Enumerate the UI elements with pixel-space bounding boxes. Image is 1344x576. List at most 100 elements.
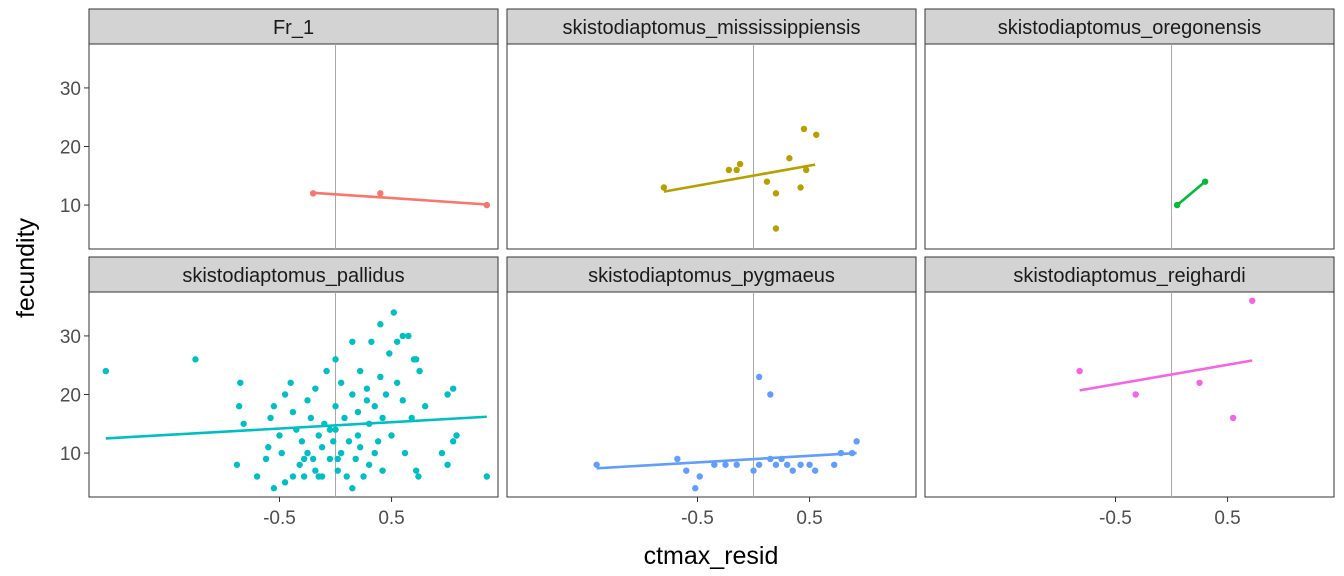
- facet-strip-label: skistodiaptomus_mississippiensis: [563, 17, 861, 39]
- y-tick-label: 30: [60, 79, 81, 100]
- data-point: [797, 184, 804, 191]
- panel-background: [88, 291, 499, 498]
- x-tick-label: 0.5: [796, 508, 822, 529]
- data-point: [831, 461, 838, 468]
- data-point: [405, 332, 412, 340]
- y-tick-label: 20: [60, 138, 81, 159]
- data-point: [800, 125, 808, 133]
- data-point: [408, 414, 415, 422]
- data-point: [354, 432, 362, 439]
- data-point: [711, 461, 718, 468]
- data-point: [363, 397, 371, 404]
- x-axis-title: ctmax_resid: [644, 542, 779, 570]
- fit-line: [1079, 359, 1253, 392]
- data-point: [379, 414, 386, 422]
- data-point: [281, 479, 289, 486]
- data-point: [1076, 367, 1083, 375]
- facet-strip-label: skistodiaptomus_oregonensis: [998, 17, 1262, 39]
- data-point: [349, 338, 356, 345]
- data-point: [767, 391, 774, 398]
- data-point: [393, 338, 401, 345]
- data-point: [296, 461, 303, 468]
- data-point: [390, 309, 397, 316]
- data-point: [312, 385, 319, 392]
- data-point: [332, 356, 339, 363]
- data-point: [371, 403, 378, 410]
- data-point: [783, 461, 791, 468]
- data-point: [692, 485, 699, 492]
- data-point: [304, 397, 311, 404]
- data-point: [733, 461, 740, 468]
- data-point: [309, 455, 317, 463]
- data-point: [399, 397, 406, 404]
- data-point: [674, 455, 681, 463]
- data-point: [683, 467, 690, 474]
- data-point: [374, 438, 382, 445]
- data-point: [312, 467, 319, 474]
- data-point: [276, 432, 283, 439]
- data-point: [750, 467, 757, 474]
- data-point: [365, 461, 373, 468]
- fit-line: [663, 163, 816, 193]
- fit-line: [313, 191, 487, 206]
- facet-panels: Fr_1 skistodiaptomus_mississippiensis skis…: [88, 8, 1335, 498]
- data-point: [453, 432, 460, 439]
- data-point: [330, 438, 337, 445]
- data-point: [853, 438, 860, 445]
- data-point: [755, 461, 763, 468]
- data-point: [233, 461, 241, 468]
- data-point: [696, 473, 703, 480]
- fit-line: [105, 415, 487, 440]
- data-point: [399, 332, 406, 340]
- y-tick-label: 10: [60, 196, 81, 217]
- data-point: [265, 444, 272, 451]
- data-point: [192, 356, 199, 363]
- data-point: [789, 467, 796, 474]
- data-point: [413, 356, 420, 363]
- data-point: [326, 455, 334, 463]
- y-tick-label: 30: [60, 327, 81, 348]
- data-point: [343, 473, 350, 480]
- data-point: [377, 321, 384, 328]
- data-point: [356, 444, 364, 451]
- data-point: [345, 438, 353, 445]
- x-tick-label: 0.5: [1214, 508, 1240, 529]
- data-point: [772, 225, 780, 232]
- data-point: [262, 455, 270, 463]
- data-point: [334, 455, 341, 463]
- data-point: [393, 379, 401, 386]
- panel-background: [924, 43, 1335, 250]
- data-point: [416, 367, 423, 375]
- data-point: [300, 473, 308, 480]
- data-point: [733, 166, 740, 174]
- data-point: [421, 403, 429, 410]
- data-point: [307, 414, 315, 422]
- data-point: [802, 166, 810, 174]
- data-point: [755, 373, 763, 381]
- data-point: [725, 166, 733, 174]
- facet-strip-label: skistodiaptomus_pallidus: [182, 265, 404, 287]
- facet-strip-label: skistodiaptomus_pygmaeus: [588, 265, 835, 287]
- facet-strip: [506, 256, 917, 293]
- panel-background: [924, 291, 1335, 498]
- data-point: [352, 455, 359, 463]
- data-point: [444, 461, 451, 468]
- data-point: [349, 485, 356, 492]
- data-point: [270, 403, 278, 410]
- data-point: [267, 414, 274, 422]
- data-point: [278, 449, 285, 457]
- data-point: [377, 373, 384, 381]
- x-tick-label: -0.5: [681, 508, 714, 529]
- data-point: [1229, 414, 1237, 422]
- data-point: [449, 438, 457, 445]
- data-point: [304, 449, 311, 457]
- data-point: [337, 449, 345, 457]
- data-point: [360, 473, 367, 480]
- data-point: [438, 449, 446, 457]
- fit-line: [1176, 180, 1206, 207]
- data-point: [806, 461, 813, 468]
- y-axis-title: fecundity: [12, 217, 40, 318]
- data-point: [386, 350, 393, 357]
- facet-panel: Fr_1: [88, 8, 499, 250]
- data-point: [401, 449, 409, 457]
